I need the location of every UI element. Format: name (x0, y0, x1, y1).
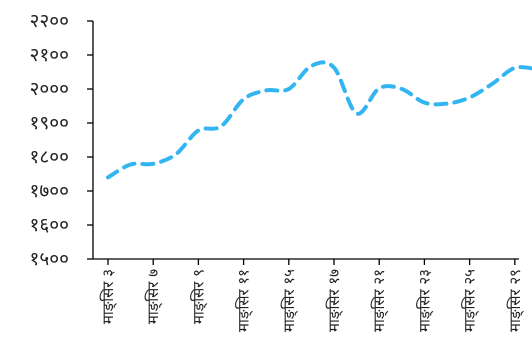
x-tick-label: माङ्सिर २३ (415, 269, 433, 332)
x-tick-label: माङ्सिर ३ (99, 269, 117, 324)
y-axis-ticks: २२०० २१०० २००० १९०० १८०० १७०० १६०० १५०० (29, 10, 93, 270)
x-tick-label: माङ्सिर १५ (280, 269, 298, 332)
y-tick-label: १६०० (29, 214, 69, 236)
x-tick-label: माङ्सिर २१ (370, 269, 388, 332)
x-tick-label: माङ्सिर २९ (506, 269, 524, 332)
x-tick-label: माङ्सिर २५ (461, 269, 479, 332)
x-tick-label: माङ्सिर १७ (325, 269, 343, 332)
y-tick-label: १७०० (29, 180, 69, 202)
y-tick-label: २००० (29, 78, 69, 100)
y-tick-label: २१०० (29, 44, 69, 66)
y-tick-label: १८०० (29, 146, 69, 168)
x-tick-label: माङ्सिर ११ (235, 269, 253, 332)
y-tick-label: १९०० (29, 112, 69, 134)
y-tick-label: १५०० (29, 248, 69, 270)
x-axis-ticks: माङ्सिर ३ माङ्सिर ७ माङ्सिर ९ माङ्सिर ११ माङ… (99, 259, 524, 332)
y-tick-label: २२०० (29, 10, 69, 32)
x-tick-label: माङ्सिर ७ (144, 269, 162, 324)
series-line (106, 60, 532, 180)
x-tick-label: माङ्सिर ९ (189, 269, 207, 324)
